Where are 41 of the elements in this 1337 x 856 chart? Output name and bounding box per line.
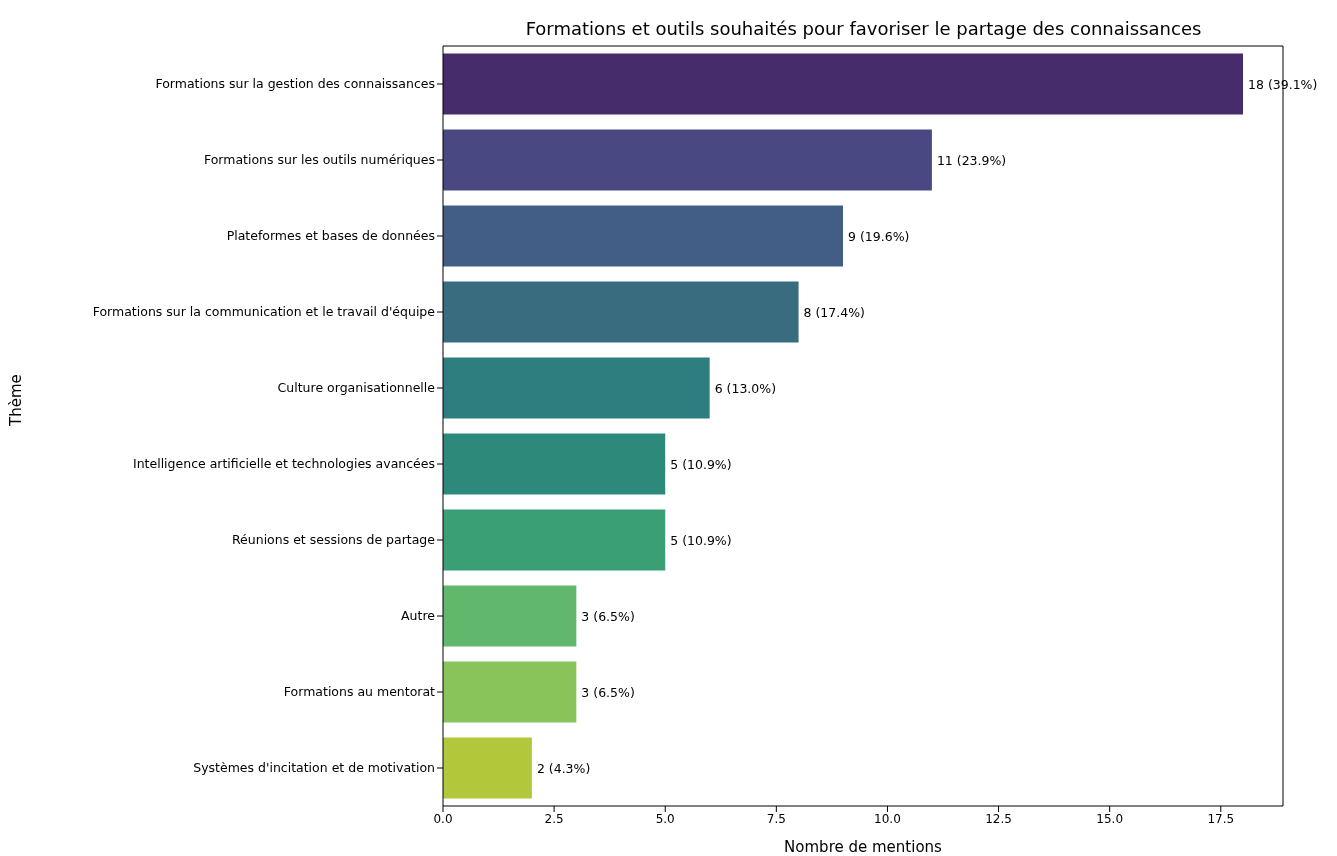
bar bbox=[443, 433, 666, 495]
y-tick-label: Formations sur la communication et le travail d'équipe bbox=[92, 304, 436, 320]
x-tick-label: 15.0 bbox=[1096, 811, 1124, 826]
data-label: 3 (6.5%) bbox=[581, 684, 635, 700]
data-label: 5 (10.9%) bbox=[670, 532, 732, 548]
bar bbox=[443, 737, 532, 799]
data-label: 6 (13.0%) bbox=[714, 380, 777, 396]
y-tick-label: Formations sur les outils numériques bbox=[203, 152, 435, 168]
y-tick-label: Formations au mentorat bbox=[283, 684, 436, 700]
data-label: 3 (6.5%) bbox=[581, 608, 635, 624]
y-tick-label: Plateformes et bases de données bbox=[226, 228, 435, 244]
bar bbox=[443, 509, 666, 571]
y-tick-label: Culture organisationnelle bbox=[277, 380, 436, 396]
y-tick-label: Intelligence artificielle et technologies avancées bbox=[132, 456, 435, 472]
bar bbox=[443, 205, 843, 267]
data-label: 9 (19.6%) bbox=[848, 228, 910, 244]
x-tick-label: 0.0 bbox=[433, 811, 453, 826]
bar bbox=[443, 53, 1243, 115]
data-label: 18 (39.1%) bbox=[1248, 76, 1318, 92]
bar bbox=[443, 357, 710, 419]
data-label: 8 (17.4%) bbox=[803, 304, 865, 320]
bar bbox=[443, 281, 799, 343]
bar bbox=[443, 129, 932, 191]
x-tick-label: 2.5 bbox=[544, 811, 564, 826]
chart-title: Formations et outils souhaités pour favoriser le partage des connaissances bbox=[524, 18, 1203, 39]
y-axis-title: Thème bbox=[7, 374, 26, 427]
x-tick-label: 7.5 bbox=[766, 811, 786, 826]
data-label: 5 (10.9%) bbox=[670, 456, 732, 472]
y-tick-label: Autre bbox=[401, 608, 436, 624]
x-tick-label: 10.0 bbox=[874, 811, 901, 826]
bar bbox=[443, 585, 577, 647]
x-tick-label: 17.5 bbox=[1207, 811, 1235, 826]
x-tick-label: 5.0 bbox=[655, 811, 675, 826]
data-label: 11 (23.9%) bbox=[936, 152, 1007, 168]
x-axis-title: Nombre de mentions bbox=[784, 838, 943, 856]
y-tick-label: Formations sur la gestion des connaissances bbox=[155, 76, 435, 92]
bar bbox=[443, 661, 577, 723]
data-label: 2 (4.3%) bbox=[536, 760, 591, 776]
y-tick-label: Réunions et sessions de partage bbox=[231, 532, 436, 548]
x-tick-label: 12.5 bbox=[985, 811, 1012, 826]
y-tick-label: Systèmes d'incitation et de motivation bbox=[193, 760, 435, 776]
